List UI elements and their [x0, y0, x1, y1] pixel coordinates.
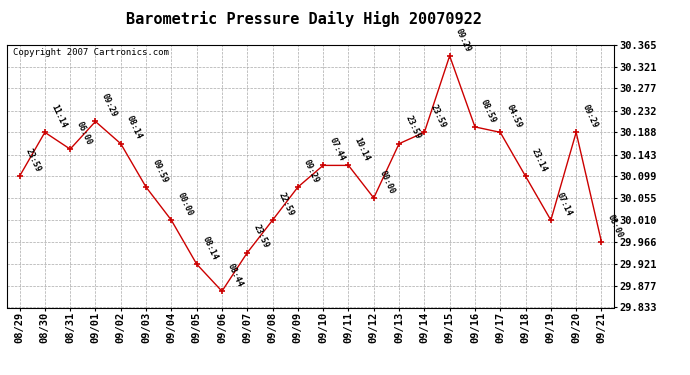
- Text: 09:29: 09:29: [454, 27, 473, 53]
- Text: 23:59: 23:59: [428, 103, 447, 129]
- Text: 04:59: 04:59: [504, 103, 523, 129]
- Text: 23:59: 23:59: [23, 147, 43, 174]
- Text: 09:59: 09:59: [150, 158, 169, 184]
- Text: 11:14: 11:14: [49, 103, 68, 129]
- Text: 23:59: 23:59: [403, 114, 422, 141]
- Text: 09:29: 09:29: [302, 158, 321, 184]
- Text: 08:14: 08:14: [125, 114, 144, 141]
- Text: 06:00: 06:00: [75, 120, 93, 146]
- Text: 09:29: 09:29: [580, 103, 599, 129]
- Text: Barometric Pressure Daily High 20070922: Barometric Pressure Daily High 20070922: [126, 11, 482, 27]
- Text: 08:44: 08:44: [226, 262, 245, 288]
- Text: 07:14: 07:14: [555, 191, 574, 217]
- Text: 00:00: 00:00: [175, 191, 195, 217]
- Text: 23:59: 23:59: [251, 224, 270, 250]
- Text: 08:14: 08:14: [201, 235, 219, 261]
- Text: 08:00: 08:00: [606, 213, 624, 239]
- Text: 08:59: 08:59: [479, 98, 498, 124]
- Text: 22:59: 22:59: [277, 191, 295, 217]
- Text: 23:14: 23:14: [530, 147, 549, 174]
- Text: 09:29: 09:29: [99, 92, 119, 119]
- Text: 00:00: 00:00: [378, 169, 397, 195]
- Text: Copyright 2007 Cartronics.com: Copyright 2007 Cartronics.com: [13, 48, 169, 57]
- Text: 07:44: 07:44: [327, 136, 346, 163]
- Text: 10:14: 10:14: [353, 136, 371, 163]
